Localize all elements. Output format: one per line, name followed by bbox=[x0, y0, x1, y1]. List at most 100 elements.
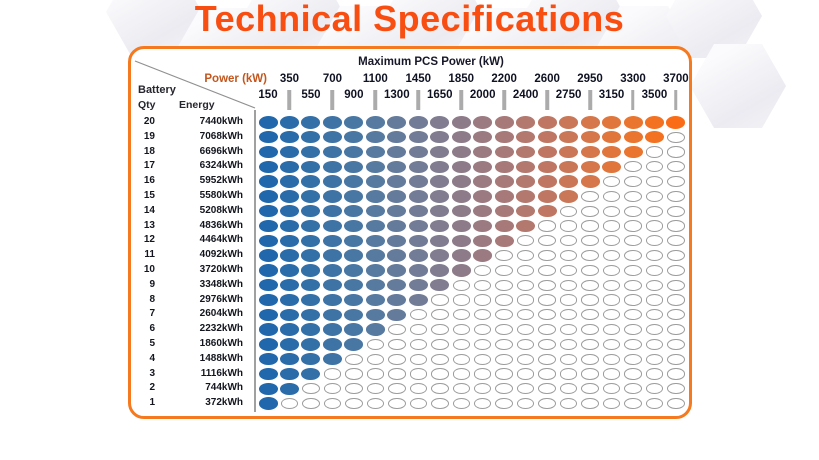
supported-config-dot bbox=[365, 160, 385, 173]
battery-energy-value: 372kWh bbox=[205, 397, 243, 409]
dot-grid bbox=[257, 115, 686, 411]
supported-config-dot bbox=[322, 293, 342, 307]
supported-config-dot bbox=[387, 219, 407, 233]
supported-config-dot bbox=[258, 352, 278, 366]
supported-config-dot bbox=[280, 145, 299, 159]
supported-config-dot bbox=[258, 116, 278, 129]
supported-config-dot bbox=[408, 131, 428, 144]
supported-config-dot bbox=[387, 234, 407, 247]
supported-config-dot bbox=[473, 249, 493, 262]
supported-config-dot bbox=[301, 219, 321, 233]
supported-config-dot bbox=[301, 190, 321, 203]
supported-config-dot bbox=[387, 264, 407, 277]
axis-tick bbox=[330, 90, 335, 110]
battery-energy-value: 1488kWh bbox=[199, 352, 243, 364]
supported-config-dot bbox=[301, 323, 321, 336]
unsupported-config-dot bbox=[581, 383, 599, 395]
dot-row bbox=[257, 248, 686, 263]
supported-config-dot bbox=[387, 278, 407, 292]
battery-qty-value: 3 bbox=[149, 367, 155, 379]
unsupported-config-dot bbox=[473, 338, 492, 350]
unsupported-config-dot bbox=[345, 368, 363, 380]
supported-config-dot bbox=[280, 293, 299, 307]
unsupported-config-dot bbox=[409, 368, 428, 380]
supported-config-dot bbox=[280, 352, 299, 366]
battery-qty-value: 19 bbox=[143, 130, 155, 142]
supported-config-dot bbox=[451, 219, 471, 233]
unsupported-config-dot bbox=[516, 249, 535, 262]
spec-chart-card: Maximum PCS Power (kW) Power (kW) 350 700… bbox=[128, 46, 692, 419]
supported-config-dot bbox=[430, 160, 450, 173]
axis-tick bbox=[631, 90, 635, 110]
page-title: Technical Specifications bbox=[194, 0, 625, 39]
supported-config-dot bbox=[322, 175, 342, 188]
unsupported-config-dot bbox=[388, 353, 406, 365]
unsupported-config-dot bbox=[602, 294, 621, 306]
unsupported-config-dot bbox=[645, 175, 664, 188]
supported-config-dot bbox=[473, 160, 493, 173]
unsupported-config-dot bbox=[473, 397, 492, 410]
dot-row bbox=[257, 322, 686, 337]
supported-config-dot bbox=[430, 249, 450, 262]
supported-config-dot bbox=[580, 131, 600, 144]
unsupported-config-dot bbox=[559, 294, 578, 306]
battery-energy-value: 3348kWh bbox=[199, 278, 243, 290]
unsupported-config-dot bbox=[538, 249, 556, 262]
unsupported-config-dot bbox=[409, 338, 428, 350]
supported-config-dot bbox=[258, 308, 278, 321]
unsupported-config-dot bbox=[667, 279, 685, 291]
unsupported-config-dot bbox=[559, 383, 578, 395]
supported-config-dot bbox=[344, 219, 364, 233]
unsupported-config-dot bbox=[452, 353, 470, 365]
dot-row bbox=[257, 233, 686, 248]
supported-config-dot bbox=[451, 249, 471, 262]
supported-config-dot bbox=[258, 278, 278, 292]
unsupported-config-dot bbox=[667, 368, 685, 380]
supported-config-dot bbox=[408, 293, 428, 307]
unsupported-config-dot bbox=[559, 264, 578, 276]
supported-config-dot bbox=[258, 338, 278, 351]
dot-row bbox=[257, 278, 686, 293]
supported-config-dot bbox=[280, 382, 299, 395]
unsupported-config-dot bbox=[302, 383, 320, 395]
supported-config-dot bbox=[344, 145, 364, 159]
supported-config-dot bbox=[322, 219, 342, 233]
supported-config-dot bbox=[516, 160, 536, 173]
battery-energy-value: 7068kWh bbox=[199, 130, 243, 142]
supported-config-dot bbox=[473, 145, 493, 159]
supported-config-dot bbox=[387, 145, 407, 159]
unsupported-config-dot bbox=[581, 309, 599, 321]
supported-config-dot bbox=[322, 160, 342, 173]
unsupported-config-dot bbox=[624, 294, 642, 306]
unsupported-config-dot bbox=[388, 368, 406, 380]
battery-row-label: 8 2976kWh bbox=[131, 293, 251, 308]
battery-energy-value: 4836kWh bbox=[199, 219, 243, 231]
unsupported-config-dot bbox=[452, 397, 470, 410]
supported-config-dot bbox=[494, 160, 514, 173]
unsupported-config-dot bbox=[667, 353, 685, 365]
supported-config-dot bbox=[387, 308, 407, 321]
unsupported-config-dot bbox=[581, 205, 599, 217]
unsupported-config-dot bbox=[473, 383, 492, 395]
supported-config-dot bbox=[258, 249, 278, 262]
unsupported-config-dot bbox=[495, 309, 513, 321]
supported-config-dot bbox=[408, 116, 428, 129]
battery-energy-value: 2232kWh bbox=[199, 323, 243, 335]
supported-config-dot bbox=[408, 204, 428, 218]
supported-config-dot bbox=[280, 308, 299, 321]
supported-config-dot bbox=[301, 338, 321, 351]
unsupported-config-dot bbox=[667, 205, 685, 217]
unsupported-config-dot bbox=[409, 323, 428, 336]
unsupported-config-dot bbox=[302, 397, 320, 410]
battery-energy-value: 2976kWh bbox=[199, 293, 243, 305]
unsupported-config-dot bbox=[538, 309, 556, 321]
supported-config-dot bbox=[537, 204, 557, 218]
unsupported-config-dot bbox=[602, 235, 621, 247]
unsupported-config-dot bbox=[624, 338, 642, 350]
battery-qty-value: 1 bbox=[149, 397, 155, 409]
power-value-label: 2400 bbox=[512, 89, 539, 101]
supported-config-dot bbox=[602, 116, 622, 129]
unsupported-config-dot bbox=[452, 338, 470, 350]
power-value-label: 1450 bbox=[405, 73, 432, 85]
battery-energy-value: 5952kWh bbox=[199, 175, 243, 187]
